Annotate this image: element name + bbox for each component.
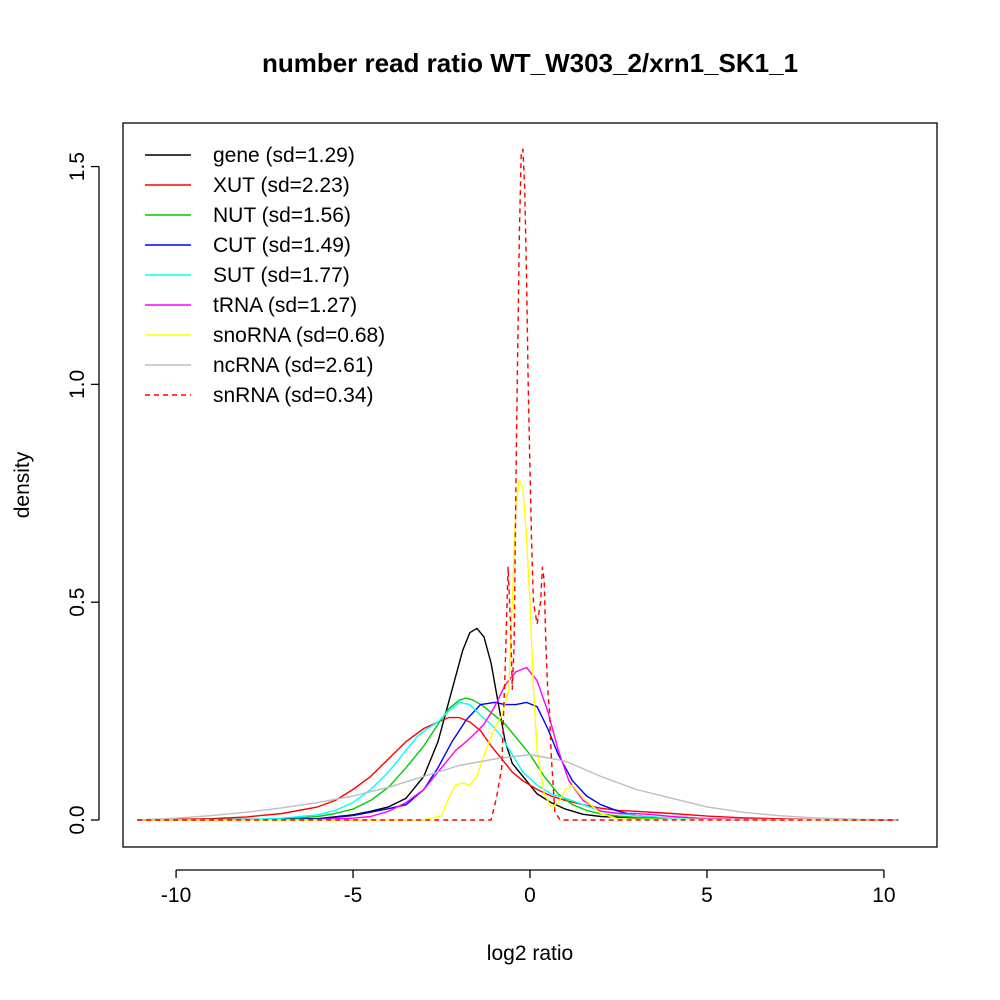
y-tick-label: 0.5 xyxy=(66,588,89,617)
x-tick-label: -5 xyxy=(344,884,363,907)
legend-entry-label: SUT (sd=1.77) xyxy=(213,264,350,287)
series-line-8 xyxy=(137,148,899,821)
legend-entry-label: NUT (sd=1.56) xyxy=(213,204,351,227)
x-tick-label: 10 xyxy=(872,884,895,907)
y-tick-label: 1.0 xyxy=(66,370,89,399)
y-tick-label: 0.0 xyxy=(66,805,89,834)
series-line-7 xyxy=(137,753,899,821)
series-line-4 xyxy=(137,701,899,821)
legend-entry-label: snoRNA (sd=0.68) xyxy=(213,324,385,347)
chart-title: number read ratio WT_W303_2/xrn1_SK1_1 xyxy=(262,48,798,78)
legend-entry-label: gene (sd=1.29) xyxy=(213,144,355,167)
series-line-0 xyxy=(137,627,899,821)
y-axis-label: density xyxy=(11,451,34,518)
x-tick-label: 5 xyxy=(701,884,713,907)
axes-layer: -10 -5 0 5 10 0.0 0.5 1.0 1.5 xyxy=(66,122,938,907)
series-layer xyxy=(137,148,899,821)
legend: gene (sd=1.29) XUT (sd=2.23) NUT (sd=1.56)… xyxy=(145,144,385,407)
x-tick-label: 0 xyxy=(524,884,536,907)
x-axis-label: log2 ratio xyxy=(487,942,573,965)
series-line-6 xyxy=(137,479,899,821)
series-line-3 xyxy=(137,701,899,821)
legend-entry-label: tRNA (sd=1.27) xyxy=(213,294,357,317)
series-line-1 xyxy=(137,716,899,821)
plot-frame xyxy=(122,122,938,848)
legend-entry-label: ncRNA (sd=2.61) xyxy=(213,354,374,377)
legend-entry-label: XUT (sd=2.23) xyxy=(213,174,350,197)
legend-entry-label: CUT (sd=1.49) xyxy=(213,234,351,257)
series-line-5 xyxy=(137,666,899,821)
legend-entry-label: snRNA (sd=0.34) xyxy=(213,384,374,407)
y-tick-label: 1.5 xyxy=(66,152,89,181)
x-tick-label: -10 xyxy=(161,884,191,907)
